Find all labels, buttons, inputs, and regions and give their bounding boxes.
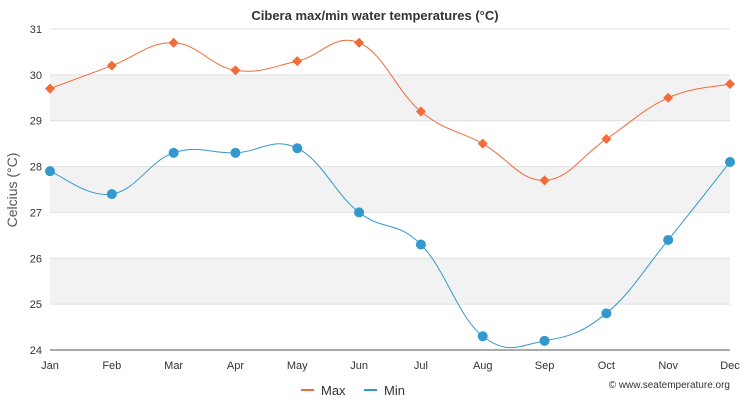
y-tick-label: 31 xyxy=(30,24,42,36)
x-tick-label: Mar xyxy=(164,360,183,372)
x-tick-label: Sep xyxy=(535,360,555,372)
x-axis-ticks: Jan Feb Mar Apr May Jun Jul Aug Sep Oct Nov Dec xyxy=(41,360,740,372)
data-point-max[interactable] xyxy=(477,138,488,149)
data-point-max[interactable] xyxy=(354,37,365,48)
data-point-min[interactable] xyxy=(477,331,488,342)
data-point-max[interactable] xyxy=(539,175,550,186)
credit-text: © www.seatemperature.org xyxy=(609,380,730,391)
series-layer xyxy=(45,37,735,349)
series-line-min xyxy=(49,143,731,349)
data-point-min[interactable] xyxy=(106,189,117,200)
data-point-max[interactable] xyxy=(725,79,735,90)
data-point-max[interactable] xyxy=(230,65,241,76)
y-tick-label: 25 xyxy=(30,299,42,311)
data-point-min[interactable] xyxy=(415,239,426,250)
plot-band xyxy=(50,166,730,213)
data-point-min[interactable] xyxy=(663,234,674,245)
legend-item-max[interactable]: Max xyxy=(301,383,346,398)
data-point-min[interactable] xyxy=(354,207,365,218)
data-point-max[interactable] xyxy=(106,60,117,71)
data-point-min[interactable] xyxy=(725,156,735,167)
x-tick-label: Oct xyxy=(598,360,615,372)
plot-bands xyxy=(50,74,730,305)
data-point-min[interactable] xyxy=(601,308,612,319)
data-point-min[interactable] xyxy=(292,143,303,154)
x-tick-label: Apr xyxy=(227,360,244,372)
legend[interactable]: Max Min xyxy=(301,383,405,398)
x-tick-label: Aug xyxy=(473,360,493,372)
y-tick-label: 26 xyxy=(30,253,42,265)
y-tick-label: 30 xyxy=(30,70,42,82)
data-point-max[interactable] xyxy=(415,106,426,117)
y-tick-label: 29 xyxy=(30,116,42,128)
data-point-min[interactable] xyxy=(230,147,241,158)
chart-title: Cibera max/min water temperatures (°C) xyxy=(251,8,498,23)
data-point-max[interactable] xyxy=(168,37,179,48)
data-point-min[interactable] xyxy=(539,335,550,346)
x-tick-label: Jul xyxy=(414,360,428,372)
plot-band xyxy=(50,258,730,305)
data-point-max[interactable] xyxy=(663,92,674,103)
data-point-max[interactable] xyxy=(601,134,612,145)
data-point-max[interactable] xyxy=(292,56,303,67)
legend-item-min[interactable]: Min xyxy=(364,383,405,398)
x-tick-label: Jun xyxy=(350,360,368,372)
data-point-max[interactable] xyxy=(45,83,55,94)
x-tick-label: Nov xyxy=(658,360,678,372)
data-point-min[interactable] xyxy=(45,166,55,177)
plot-band xyxy=(50,74,730,121)
y-tick-label: 28 xyxy=(30,162,42,174)
gridlines xyxy=(50,28,730,351)
y-axis-ticks: 24 25 26 27 28 29 30 31 xyxy=(30,24,42,357)
x-tick-label: Feb xyxy=(102,360,121,372)
data-point-min[interactable] xyxy=(168,147,179,158)
y-tick-label: 27 xyxy=(30,207,42,219)
legend-label-max: Max xyxy=(321,383,346,398)
x-tick-label: Dec xyxy=(720,360,740,372)
x-tick-label: May xyxy=(287,360,308,372)
legend-label-min: Min xyxy=(384,383,405,398)
y-tick-label: 24 xyxy=(30,345,42,357)
y-axis-label: Celcius (°C) xyxy=(4,153,20,228)
x-tick-label: Jan xyxy=(41,360,59,372)
